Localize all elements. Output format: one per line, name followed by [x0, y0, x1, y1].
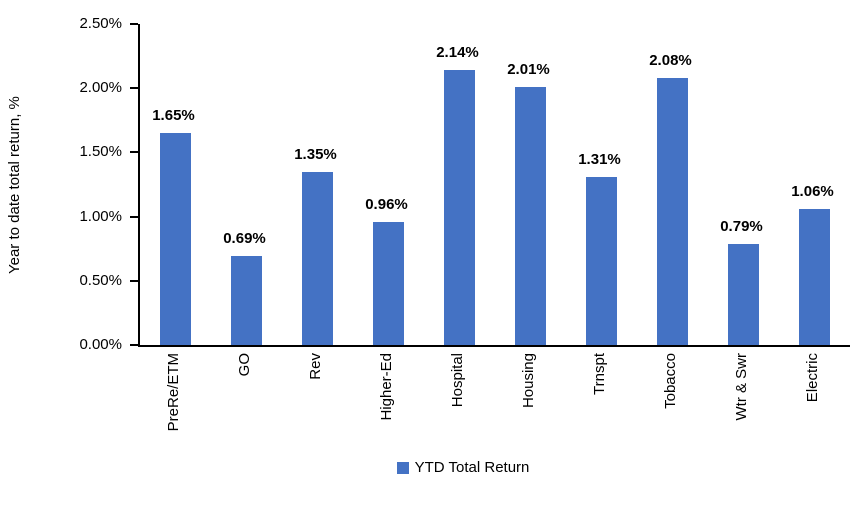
- x-tick-label: Higher-Ed: [377, 353, 395, 421]
- x-tick-label: Hospital: [448, 353, 466, 408]
- x-tick-label: Trnspt: [590, 353, 608, 395]
- y-tick-mark: [130, 151, 138, 154]
- bar-value-label: 1.35%: [294, 145, 337, 163]
- y-tick-mark: [130, 23, 138, 25]
- bar-value-label: 1.06%: [791, 182, 834, 200]
- x-tick-label: Rev: [306, 353, 324, 380]
- y-tick-mark: [130, 215, 138, 218]
- x-tick-label: Housing: [519, 353, 537, 409]
- y-tick-mark: [130, 87, 138, 90]
- bar-value-label: 1.65%: [152, 107, 195, 125]
- y-axis-title: Year to date total return, %: [6, 96, 23, 274]
- bar-value-label: 0.79%: [720, 217, 763, 235]
- x-tick-label: PreRe/ETM: [164, 353, 182, 432]
- y-tick-label: 2.00%: [79, 79, 122, 97]
- legend-label: YTD Total Return: [414, 459, 530, 476]
- x-tick-label: Tobacco: [661, 353, 679, 409]
- bar-value-label: 0.96%: [365, 195, 408, 213]
- bar: [657, 77, 688, 345]
- x-tick-label: Wtr & Swr: [732, 353, 750, 421]
- bar-value-label: 2.08%: [649, 51, 692, 69]
- bar: [373, 221, 404, 345]
- legend-swatch: [396, 461, 409, 474]
- bar-value-label: 0.69%: [223, 230, 266, 248]
- plot-area: [138, 24, 850, 347]
- bar-value-label: 2.01%: [507, 60, 550, 78]
- bar: [586, 176, 617, 345]
- y-tick-label: 0.00%: [79, 336, 122, 353]
- bar: [515, 86, 546, 345]
- x-tick-label: Electric: [803, 353, 821, 403]
- legend: YTD Total Return: [74, 459, 852, 476]
- bar: [444, 70, 475, 345]
- y-tick-mark: [130, 279, 138, 282]
- bar: [231, 256, 262, 345]
- bar: [302, 171, 333, 345]
- bar: [160, 133, 191, 345]
- y-tick-label: 0.50%: [79, 271, 122, 289]
- bar-value-label: 1.31%: [578, 150, 621, 168]
- bar-value-label: 2.14%: [436, 44, 479, 62]
- bar: [799, 208, 830, 345]
- y-tick-mark: [130, 344, 138, 346]
- y-tick-label: 1.50%: [79, 143, 122, 161]
- y-tick-label: 2.50%: [79, 15, 122, 32]
- y-tick-label: 1.00%: [79, 207, 122, 225]
- bar: [728, 243, 759, 345]
- x-tick-label: GO: [235, 353, 253, 377]
